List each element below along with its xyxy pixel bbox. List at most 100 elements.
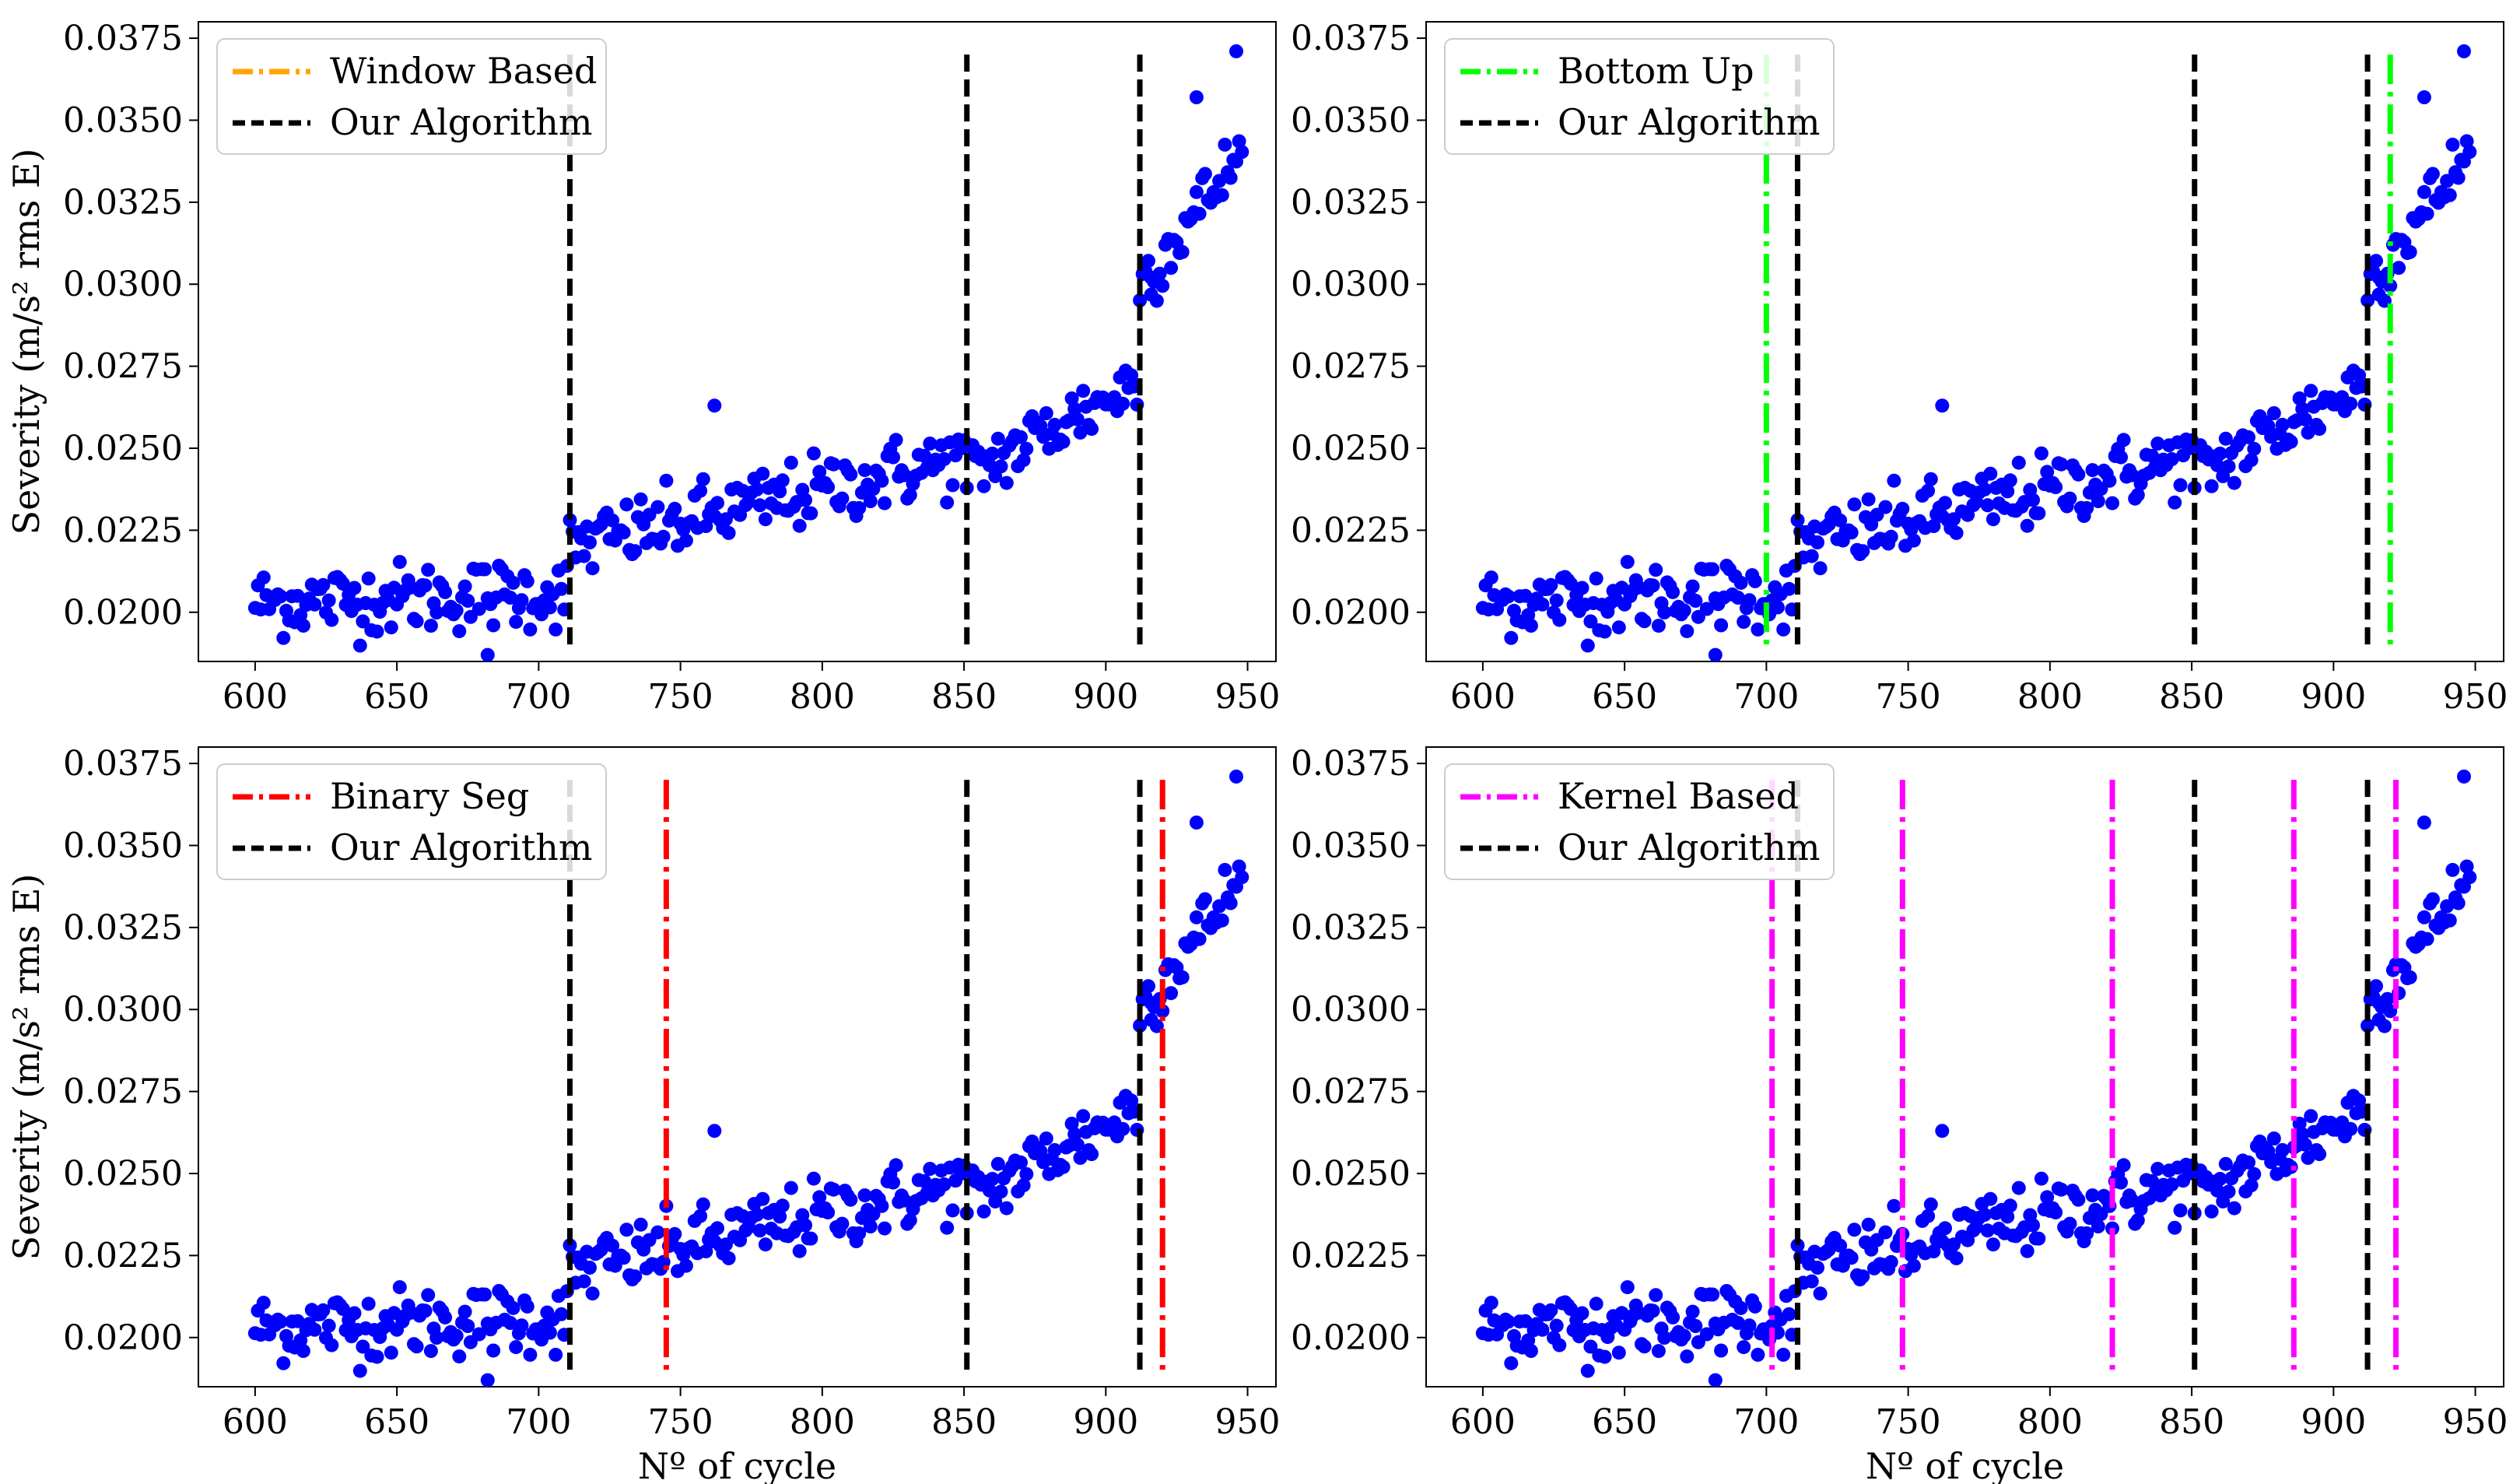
data-point bbox=[1986, 1237, 2000, 1252]
data-point bbox=[457, 579, 472, 594]
data-point bbox=[2420, 206, 2434, 221]
data-point bbox=[1229, 44, 1243, 58]
data-point bbox=[2020, 1244, 2035, 1258]
y-tick-label: 0.0375 bbox=[1291, 19, 1411, 58]
data-point bbox=[356, 1339, 370, 1354]
data-point bbox=[1884, 529, 1898, 544]
data-point bbox=[1926, 519, 1941, 533]
data-point bbox=[506, 575, 520, 590]
data-point bbox=[2244, 1178, 2259, 1193]
data-point bbox=[605, 513, 620, 528]
data-point bbox=[1906, 533, 1921, 548]
data-point bbox=[710, 496, 724, 510]
data-point bbox=[1144, 270, 1158, 285]
data-point bbox=[2312, 1147, 2327, 1162]
data-point bbox=[1192, 206, 1207, 221]
x-tick-label: 750 bbox=[648, 677, 713, 717]
data-point bbox=[1192, 931, 1207, 946]
data-point bbox=[1770, 600, 1785, 615]
data-point bbox=[1218, 137, 1232, 152]
legend: Binary Seg Our Algorithm bbox=[216, 763, 607, 880]
plot-frame bbox=[1425, 21, 2504, 662]
data-point bbox=[773, 1209, 787, 1224]
data-point bbox=[1563, 577, 1578, 591]
data-point bbox=[2425, 167, 2440, 181]
data-point bbox=[471, 602, 486, 616]
data-point bbox=[1518, 1314, 1533, 1328]
data-point bbox=[1229, 769, 1243, 784]
data-point bbox=[276, 630, 291, 645]
data-point bbox=[775, 473, 790, 488]
data-point bbox=[659, 473, 674, 488]
data-point bbox=[1155, 279, 1170, 293]
data-point bbox=[628, 544, 643, 559]
data-point bbox=[2114, 450, 2128, 465]
data-point bbox=[773, 484, 787, 499]
data-point bbox=[2116, 433, 2131, 447]
data-point bbox=[1076, 1109, 1091, 1124]
data-point bbox=[1501, 589, 1516, 604]
data-point bbox=[1039, 406, 1053, 420]
data-point bbox=[1884, 1254, 1898, 1269]
data-point bbox=[2173, 478, 2188, 493]
data-point bbox=[2383, 279, 2398, 293]
data-point bbox=[857, 463, 872, 478]
x-tick-label: 900 bbox=[1073, 677, 1138, 717]
data-point bbox=[2352, 1093, 2367, 1108]
data-point bbox=[1847, 497, 1862, 512]
x-tick-label: 700 bbox=[506, 677, 571, 717]
x-tick-label: 850 bbox=[931, 1402, 997, 1442]
data-point bbox=[1214, 913, 1229, 928]
data-point bbox=[1677, 603, 1691, 618]
data-point bbox=[2026, 493, 2040, 507]
data-point bbox=[1742, 593, 1757, 608]
data-point bbox=[1657, 605, 1672, 619]
data-point bbox=[478, 562, 492, 577]
data-point bbox=[1518, 588, 1533, 603]
data-point bbox=[577, 549, 591, 563]
data-point bbox=[1523, 619, 1538, 633]
data-point bbox=[804, 1231, 818, 1246]
data-point bbox=[1124, 368, 1139, 383]
data-point bbox=[449, 1328, 464, 1343]
data-point bbox=[1733, 1300, 1748, 1315]
data-point bbox=[1699, 602, 1714, 616]
data-point bbox=[1189, 184, 1204, 199]
data-point bbox=[758, 512, 773, 527]
data-point bbox=[804, 506, 818, 521]
data-point bbox=[750, 482, 764, 496]
y-tick-label: 0.0375 bbox=[63, 744, 183, 784]
data-point bbox=[1742, 1318, 1757, 1333]
legend: Bottom Up Our Algorithm bbox=[1444, 38, 1835, 155]
data-point bbox=[886, 1175, 900, 1190]
y-tick-label: 0.0225 bbox=[63, 510, 183, 550]
data-point bbox=[276, 1356, 291, 1370]
y-tick-label: 0.0350 bbox=[63, 100, 183, 140]
data-point bbox=[2210, 458, 2224, 472]
chart-panel-top-left: 600 650 700 750 800 850 900 950 0.0200 0.0225 0.02… bbox=[5, 19, 1281, 717]
data-point bbox=[2241, 1155, 2255, 1170]
y-tick-label: 0.0300 bbox=[63, 265, 183, 304]
x-tick-label: 900 bbox=[2301, 1402, 2366, 1442]
data-point bbox=[2462, 145, 2477, 160]
data-point bbox=[2451, 170, 2466, 185]
y-tick-label: 0.0250 bbox=[1291, 429, 1411, 468]
y-tick-label: 0.0300 bbox=[63, 990, 183, 1030]
data-point bbox=[2392, 261, 2406, 275]
x-tick-label: 800 bbox=[2017, 1402, 2083, 1442]
data-point bbox=[1535, 597, 1550, 612]
data-point bbox=[835, 1216, 850, 1231]
data-point bbox=[2417, 184, 2431, 199]
data-point bbox=[1751, 622, 1765, 637]
data-point bbox=[1949, 1251, 1964, 1265]
data-point bbox=[1144, 995, 1158, 1010]
data-point bbox=[1589, 1296, 1603, 1311]
data-point bbox=[514, 1318, 529, 1333]
data-point bbox=[1810, 1261, 1824, 1275]
legend-box bbox=[216, 763, 607, 880]
data-point bbox=[1544, 1303, 1558, 1317]
data-point bbox=[1070, 1137, 1085, 1152]
data-point bbox=[826, 1182, 841, 1197]
data-point bbox=[421, 563, 436, 577]
data-point bbox=[2173, 1203, 2188, 1218]
